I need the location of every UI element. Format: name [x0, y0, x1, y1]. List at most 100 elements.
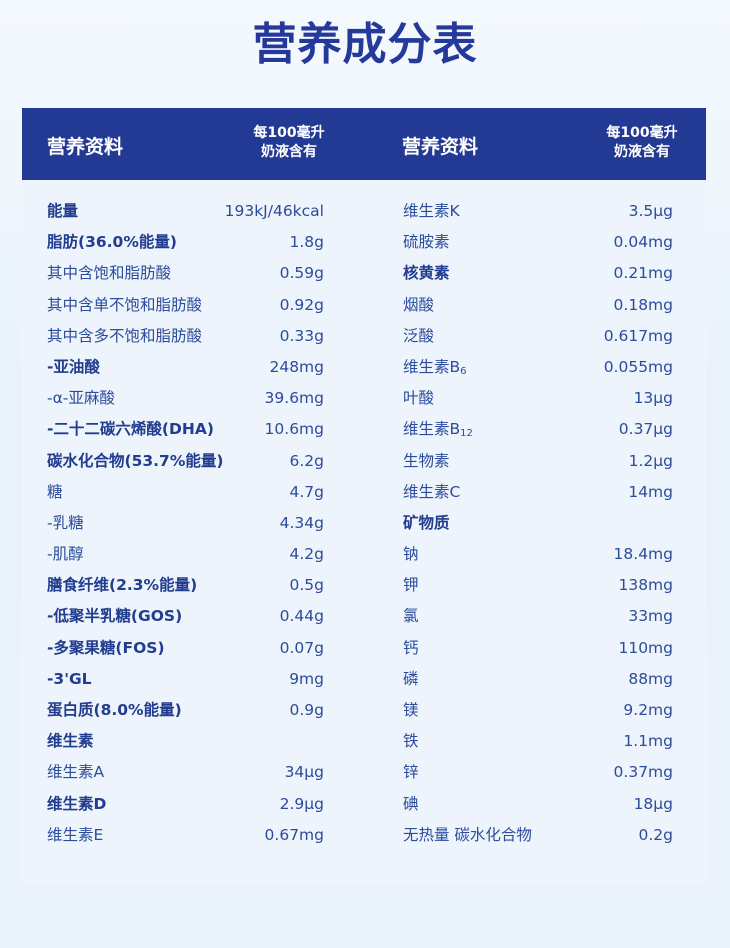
table-row: 其中含饱和脂肪酸 0.59g — [47, 258, 324, 289]
header-unit-right: 每100毫升 奶液含有 — [587, 124, 697, 162]
table-row: 蛋白质(8.0%能量) 0.9g — [47, 695, 324, 726]
nutrient-value: 88mg — [628, 669, 673, 688]
nutrient-name-text: -亚油酸 — [47, 357, 100, 376]
nutrient-name-text: 矿物质 — [403, 513, 450, 532]
table-row: -多聚果糖(FOS) 0.07g — [47, 633, 324, 664]
table-row: -亚油酸 248mg — [47, 352, 324, 383]
nutrient-value: 1.1mg — [623, 732, 673, 751]
nutrient-name: 其中含饱和脂肪酸 — [47, 258, 171, 289]
nutrient-name: 维生素D — [47, 789, 106, 820]
nutrient-name-text: -乳糖 — [47, 513, 84, 532]
nutrient-name-text: 其中含多不饱和脂肪酸 — [47, 326, 203, 345]
table-row: 维生素D 2.9μg — [47, 789, 324, 820]
nutrient-value: 34μg — [284, 763, 324, 782]
table-row: -乳糖 4.34g — [47, 508, 324, 539]
table-row: 矿物质 — [403, 508, 673, 539]
nutrient-name-text: 维生素C — [403, 482, 461, 501]
table-row: -低聚半乳糖(GOS) 0.44g — [47, 601, 324, 632]
table-row: 脂肪(36.0%能量) 1.8g — [47, 227, 324, 258]
nutrient-name-text: 其中含单不饱和脂肪酸 — [47, 295, 203, 314]
nutrient-name-text: 其中含饱和脂肪酸 — [47, 264, 172, 283]
nutrient-name: 膳食纤维(2.3%能量) — [47, 570, 197, 601]
nutrient-name-text: 糖 — [47, 482, 63, 501]
nutrient-value: 4.34g — [279, 513, 324, 532]
nutrient-name-text: 维生素D — [47, 794, 107, 813]
nutrient-name-text: 氯 — [403, 607, 419, 626]
table-row: 铁 1.1mg — [403, 726, 673, 757]
nutrient-name-text: -肌醇 — [47, 545, 84, 564]
table-row: 其中含多不饱和脂肪酸 0.33g — [47, 321, 324, 352]
header-unit-left: 每100毫升 奶液含有 — [234, 124, 344, 162]
nutrient-name: 锌 — [403, 757, 419, 788]
nutrient-name-text: 维生素B — [403, 420, 461, 439]
nutrient-name-text: 维生素A — [47, 763, 105, 782]
nutrient-value: 0.2g — [638, 825, 674, 844]
nutrient-name: -α-亚麻酸 — [47, 383, 115, 414]
table-row: 维生素A 34μg — [47, 757, 324, 788]
table-row: -二十二碳六烯酸(DHA) 10.6mg — [47, 414, 324, 445]
nutrient-name: 维生素E — [47, 820, 103, 851]
nutrient-name: 钙 — [403, 633, 419, 664]
table-row: 硫胺素 0.04mg — [403, 227, 673, 258]
table-row: 钠 18.4mg — [403, 539, 673, 570]
nutrient-value: 0.18mg — [613, 295, 673, 314]
table-row: 锌 0.37mg — [403, 757, 673, 788]
table-row: 叶酸 13μg — [403, 383, 673, 414]
table-row: 膳食纤维(2.3%能量) 0.5g — [47, 570, 324, 601]
table-row: -3'GL 9mg — [47, 664, 324, 695]
nutrient-value: 3.5μg — [628, 202, 673, 220]
nutrient-name: 其中含多不饱和脂肪酸 — [47, 321, 202, 352]
nutrient-value: 18.4mg — [613, 545, 673, 564]
header-unit-line1: 每100毫升 — [253, 125, 325, 141]
nutrient-name-text: 钠 — [403, 545, 419, 564]
nutrient-name: 磷 — [403, 664, 419, 695]
nutrient-name-text: 磷 — [403, 669, 419, 688]
nutrient-name-text: 维生素E — [47, 825, 104, 844]
table-row: 维生素B12 0.37μg — [403, 414, 673, 445]
table-row: 维生素E 0.67mg — [47, 820, 324, 851]
nutrition-table-panel — [22, 108, 706, 885]
nutrient-name-text: 叶酸 — [403, 389, 435, 408]
nutrient-value: 248mg — [269, 357, 324, 376]
nutrient-name: 生物素 — [403, 446, 450, 477]
table-row: 钾 138mg — [403, 570, 673, 601]
nutrient-value: 10.6mg — [264, 420, 324, 439]
nutrient-value: 0.37μg — [618, 420, 673, 439]
nutrient-name: 无热量 碳水化合物 — [403, 820, 532, 851]
nutrient-name: 硫胺素 — [403, 227, 450, 258]
header-unit-line1: 每100毫升 — [606, 125, 678, 141]
nutrient-name: -乳糖 — [47, 508, 84, 539]
nutrient-name-text: 碳水化合物(53.7%能量) — [47, 451, 224, 470]
nutrient-name-text: 核黄素 — [403, 264, 450, 283]
table-row: 磷 88mg — [403, 664, 673, 695]
nutrient-value: 0.9g — [289, 701, 325, 719]
nutrient-name: 泛酸 — [403, 321, 434, 352]
nutrient-name-text: 蛋白质(8.0%能量) — [47, 701, 182, 719]
nutrient-name: 维生素 — [47, 726, 94, 757]
nutrient-value: 9.2mg — [623, 701, 673, 719]
nutrient-name: -3'GL — [47, 664, 92, 695]
nutrient-name: -亚油酸 — [47, 352, 100, 383]
nutrient-name: -低聚半乳糖(GOS) — [47, 601, 182, 632]
nutrient-value: 2.9μg — [279, 794, 324, 813]
table-row: 维生素C 14mg — [403, 477, 673, 508]
table-row: 维生素 — [47, 726, 324, 757]
nutrient-name-text: 维生素 — [47, 732, 94, 751]
nutrient-name-text: 维生素K — [403, 202, 460, 220]
nutrient-name: 叶酸 — [403, 383, 434, 414]
nutrient-subscript: 6 — [460, 365, 467, 377]
header-unit-line2: 奶液含有 — [614, 144, 670, 160]
table-row: 镁 9.2mg — [403, 695, 673, 726]
nutrient-value: 0.37mg — [613, 763, 673, 782]
nutrient-name-text: -多聚果糖(FOS) — [47, 638, 165, 657]
nutrient-value: 1.2μg — [628, 451, 673, 470]
nutrient-name-text: 钾 — [403, 576, 419, 595]
nutrient-name-text: -二十二碳六烯酸(DHA) — [47, 420, 214, 439]
table-row: 能量 193kJ/46kcal — [47, 196, 324, 227]
table-row: 钙 110mg — [403, 633, 673, 664]
table-row: 烟酸 0.18mg — [403, 290, 673, 321]
table-row: -α-亚麻酸 39.6mg — [47, 383, 324, 414]
table-row: 泛酸 0.617mg — [403, 321, 673, 352]
nutrient-name-text: 烟酸 — [403, 295, 435, 314]
nutrient-value: 39.6mg — [264, 389, 324, 408]
